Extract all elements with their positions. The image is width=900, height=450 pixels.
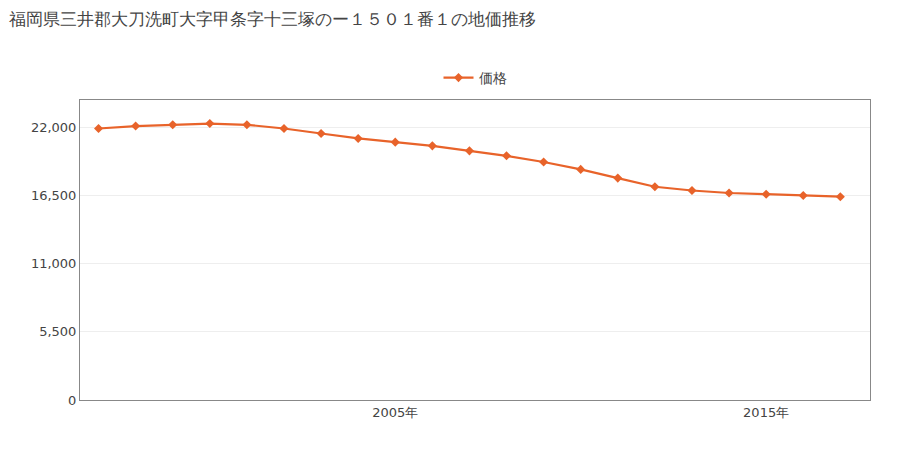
svg-text:2015年: 2015年 <box>743 405 789 420</box>
svg-text:22,000: 22,000 <box>31 120 77 135</box>
svg-text:福岡県三井郡大刀洗町大字甲条字十三塚のー１５０１番１の地価推: 福岡県三井郡大刀洗町大字甲条字十三塚のー１５０１番１の地価推移 <box>9 9 536 29</box>
svg-text:0: 0 <box>68 393 76 408</box>
svg-text:5,500: 5,500 <box>39 324 76 339</box>
svg-text:11,000: 11,000 <box>31 256 77 271</box>
svg-text:価格: 価格 <box>479 70 507 86</box>
svg-text:2005年: 2005年 <box>372 405 418 420</box>
svg-text:16,500: 16,500 <box>31 188 77 203</box>
